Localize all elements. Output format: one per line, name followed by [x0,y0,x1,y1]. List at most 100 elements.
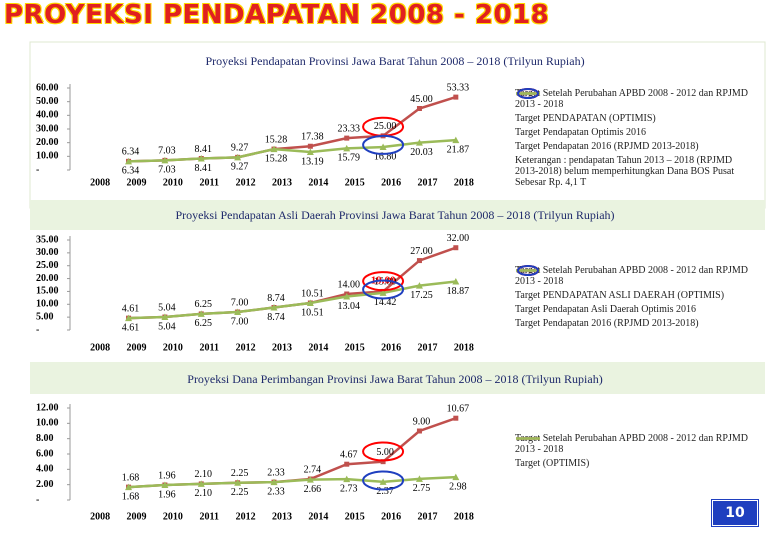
marker [197,310,205,317]
legend-label: Target Setelah Perubahan APBD 2008 - 201… [515,433,748,455]
marker [125,483,133,491]
value-label: 9.00 [413,416,431,427]
legend-item: Target PENDAPATAN ASLI DAERAH (OPTIMIS) [515,269,755,301]
y-tick-label: 10.00 [36,151,59,162]
marker [379,143,387,151]
value-label: 5.04 [158,302,176,313]
legend-swatch [516,437,540,440]
x-tick-label: 2017 [417,342,437,353]
y-tick-label: 20.00 [36,137,59,148]
y-tick-label: 60.00 [36,82,59,93]
value-label: 6.34 [122,166,140,177]
marker [379,289,387,296]
chart-title: Proyeksi Pendapatan Asli Daerah Provinsi… [175,208,614,222]
highlight-circle [362,470,405,491]
series-line [128,475,456,489]
marker [270,478,278,486]
x-tick-label: 2018 [454,511,474,522]
marker [306,148,314,155]
value-label: 5.04 [158,321,176,332]
legend-item: Target Pendapatan 2016 (RPJMD 2013-2018) [515,88,755,152]
marker [453,415,459,421]
marker [452,473,460,481]
value-label: 8.41 [195,144,213,155]
value-label: 1.68 [122,491,140,502]
x-tick-label: 2015 [345,342,365,353]
y-tick-label: 10.00 [36,299,59,310]
x-tick-label: 2012 [236,511,256,522]
legend-swatch [516,269,540,272]
value-label: 10.67 [447,403,470,414]
value-label: 15.00 [374,277,397,288]
value-label: 2.33 [267,486,285,497]
x-tick-label: 2013 [272,511,292,522]
legend-swatch [517,88,539,99]
value-label: 4.61 [122,322,140,333]
x-tick-label: 2009 [127,342,147,353]
value-label: 15.28 [265,134,288,145]
value-label: 14.00 [337,279,360,290]
legend-label: Target Setelah Perubahan APBD 2008 - 201… [515,265,748,287]
highlight-circle [362,441,405,462]
value-label: 2.33 [267,467,285,478]
x-tick-label: 2011 [200,511,219,522]
x-tick-label: 2010 [163,177,183,188]
x-tick-label: 2017 [417,177,437,188]
x-tick-label: 2012 [236,177,256,188]
value-label: 6.25 [195,318,213,329]
legend: Target Setelah Perubahan APBD 2008 - 201… [515,433,755,472]
value-label: 6.34 [122,147,140,158]
value-label: 13.04 [337,301,360,312]
marker [453,245,459,251]
legend: Target Setelah Perubahan APBD 2008 - 201… [515,265,755,332]
marker [416,428,422,434]
legend-item: Target Pendapatan Asli Daerah Optimis 20… [515,265,755,315]
x-tick-label: 2012 [236,342,256,353]
x-tick-label: 2010 [163,342,183,353]
y-tick-label: 30.00 [36,123,59,134]
value-label: 9.27 [231,143,249,154]
value-label: 10.51 [301,288,324,299]
marker [416,258,422,264]
value-label: 7.00 [231,297,249,308]
x-tick-label: 2008 [90,511,110,522]
marker [307,143,313,149]
y-tick-label: 4.00 [36,464,54,475]
value-label: 15.28 [265,153,288,164]
legend-label: Target Setelah Perubahan APBD 2008 - 201… [515,88,748,110]
legend: Target Setelah Perubahan APBD 2008 - 201… [515,88,755,188]
y-tick-label: 12.00 [36,402,59,413]
y-tick-label: 8.00 [36,433,54,444]
marker [344,135,350,141]
series-line [128,246,457,320]
value-label: 2.37 [376,486,394,497]
y-tick-label: 35.00 [36,234,59,245]
y-tick-label: 40.00 [36,110,59,121]
value-label: 15.79 [337,153,360,164]
legend-item: Target Setelah Perubahan APBD 2008 - 201… [515,433,755,455]
marker [125,157,133,165]
value-label: 8.41 [195,163,213,174]
value-label: 14.42 [374,297,397,308]
x-tick-label: 2016 [381,177,401,188]
marker [343,292,351,300]
series-line [128,280,456,320]
marker [452,277,460,285]
x-tick-label: 2013 [272,342,292,353]
chart-title: Proyeksi Pendapatan Provinsi Jawa Barat … [205,54,584,68]
value-label: 6.25 [195,299,213,310]
legend-item: Target Pendapatan Optimis 2016 [515,88,755,138]
legend-label: Target PENDAPATAN (OPTIMIS) [515,113,656,124]
x-tick-label: 2018 [454,342,474,353]
value-label: 8.74 [267,293,285,304]
value-label: 27.00 [410,246,433,257]
x-tick-label: 2009 [127,177,147,188]
value-label: 18.87 [447,286,470,297]
marker [416,106,422,111]
legend-item: Target PENDAPATAN (OPTIMIS) [515,92,755,124]
value-label: 4.67 [340,449,358,460]
value-label: 5.00 [376,447,394,458]
x-tick-label: 2011 [200,177,219,188]
value-label: 9.27 [231,162,249,173]
